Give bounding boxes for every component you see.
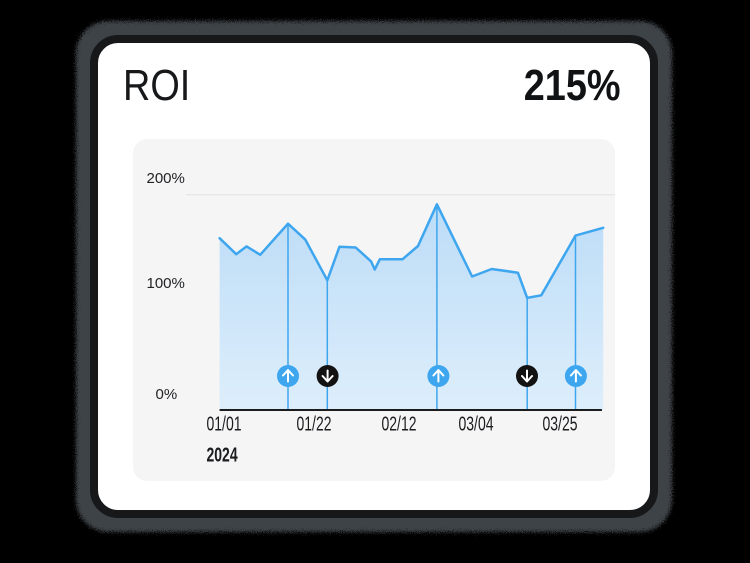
svg-text:01/22: 01/22 — [297, 412, 332, 435]
svg-text:01/01: 01/01 — [207, 412, 242, 435]
svg-text:200%: 200% — [147, 170, 185, 187]
svg-text:03/04: 03/04 — [459, 412, 494, 435]
svg-text:02/12: 02/12 — [382, 412, 417, 435]
svg-text:100%: 100% — [147, 275, 185, 292]
svg-text:0%: 0% — [156, 386, 178, 403]
svg-text:2024: 2024 — [207, 443, 238, 466]
svg-text:03/25: 03/25 — [543, 412, 578, 435]
